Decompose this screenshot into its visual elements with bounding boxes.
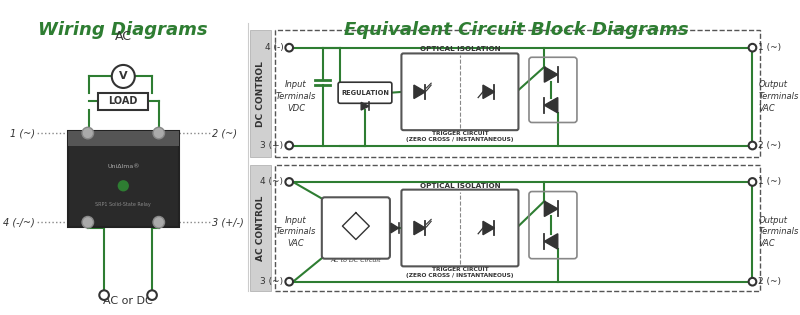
Text: 2 (~): 2 (~) [758,277,782,286]
Circle shape [749,278,756,285]
Circle shape [749,178,756,186]
Text: REGULATION: REGULATION [341,90,389,96]
Text: 3 (~): 3 (~) [260,277,283,286]
FancyBboxPatch shape [402,54,518,130]
Text: AC CONTROL: AC CONTROL [256,195,265,261]
Circle shape [749,142,756,149]
Circle shape [82,127,94,139]
Circle shape [118,181,128,191]
Circle shape [286,142,293,149]
Bar [98,93,148,110]
Polygon shape [414,221,426,235]
Polygon shape [414,85,426,99]
Text: 4 (-): 4 (-) [265,43,283,52]
FancyBboxPatch shape [338,82,392,103]
Text: V: V [119,72,127,82]
Bar [250,165,271,291]
Circle shape [153,127,165,139]
Bar [275,165,760,291]
Circle shape [749,44,756,52]
Bar [68,131,179,227]
Text: AC: AC [114,30,132,43]
Circle shape [286,44,293,52]
Circle shape [153,216,165,228]
Text: AC to DC Circuit: AC to DC Circuit [330,258,381,263]
Text: DC CONTROL: DC CONTROL [256,61,265,127]
Text: TRIGGER CIRCUIT
(ZERO CROSS / INSTANTANEOUS): TRIGGER CIRCUIT (ZERO CROSS / INSTANTANE… [406,267,514,278]
Circle shape [286,278,293,285]
Text: Input
Terminals
VDC: Input Terminals VDC [276,80,316,113]
Text: 4 (~): 4 (~) [261,177,283,186]
Circle shape [147,290,157,300]
Polygon shape [483,85,494,99]
Text: OPTICAL ISOLATION: OPTICAL ISOLATION [420,183,500,189]
Circle shape [286,178,293,186]
Text: LOAD: LOAD [109,96,138,106]
Polygon shape [544,201,558,216]
Polygon shape [544,98,558,113]
Text: 2 (~): 2 (~) [758,141,782,150]
Text: 4 (-/~): 4 (-/~) [3,217,35,227]
Text: AC or DC: AC or DC [103,296,153,306]
FancyBboxPatch shape [322,197,390,259]
Bar [68,131,179,146]
Text: 1 (~): 1 (~) [758,43,782,52]
Text: 2 (~): 2 (~) [211,128,237,138]
Bar [250,31,271,157]
Polygon shape [391,223,398,233]
Polygon shape [361,102,369,110]
Text: 3 (+/-): 3 (+/-) [211,217,243,227]
Text: 1 (~): 1 (~) [758,177,782,186]
Text: Output
Terminals
VAC: Output Terminals VAC [758,80,798,113]
Text: 1 (~): 1 (~) [10,128,35,138]
Polygon shape [544,234,558,249]
Circle shape [112,65,134,88]
Text: UniΔlma®: UniΔlma® [107,164,139,169]
Text: Input
Terminals
VAC: Input Terminals VAC [276,215,316,248]
Circle shape [99,290,109,300]
Bar [275,31,760,157]
Text: TRIGGER CIRCUIT
(ZERO CROSS / INSTANTANEOUS): TRIGGER CIRCUIT (ZERO CROSS / INSTANTANE… [406,131,514,142]
Text: 3 (+): 3 (+) [260,141,283,150]
FancyBboxPatch shape [402,190,518,266]
Text: SRP1 Solid-State Relay: SRP1 Solid-State Relay [95,203,151,208]
Circle shape [82,216,94,228]
Text: Wiring Diagrams: Wiring Diagrams [38,21,208,39]
Text: OPTICAL ISOLATION: OPTICAL ISOLATION [420,47,500,53]
Polygon shape [483,221,494,235]
Polygon shape [544,67,558,82]
Text: Output
Terminals
VAC: Output Terminals VAC [758,215,798,248]
Text: Equivalent Circuit Block Diagrams: Equivalent Circuit Block Diagrams [344,21,689,39]
